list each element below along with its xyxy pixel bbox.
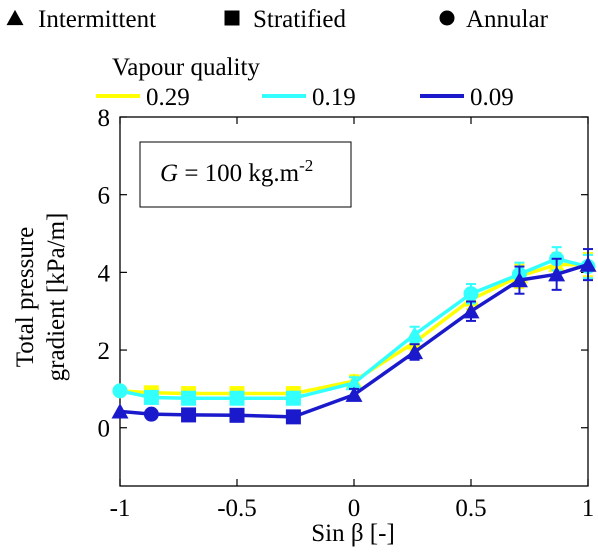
series-legend-item: 0.09 [420,84,514,111]
legend-marker-label: Annular [466,6,549,33]
series-legend-item: 0.19 [262,84,356,111]
y-axis-label-line2: gradient [kPa/m] [43,213,70,382]
circle-icon [439,10,455,26]
data-point [111,403,129,419]
marker-legend: Intermittent Stratified Annular [6,6,549,33]
legend-marker-stratified: Stratified [224,6,347,33]
series-legend: Vapour quality 0.29 0.19 0.09 [96,54,514,111]
data-point [285,409,301,425]
x-tick-label: 0 [348,495,361,522]
y-tick-label: 0 [98,416,111,443]
series-layer [111,246,597,425]
annotation-box: G = 100 kg.m-2 [139,141,352,208]
series-legend-title: Vapour quality [112,54,260,81]
annotation-border [139,141,352,208]
annotation-prefix: G [160,160,178,187]
x-tick-label: -0.5 [217,495,257,522]
y-axis-label-line1: Total pressure [12,227,39,368]
data-point [406,326,424,342]
data-point [462,303,480,319]
legend-marker-label: Stratified [253,6,347,33]
data-point [112,383,128,399]
data-point [345,374,363,391]
series-legend-label: 0.19 [312,84,356,111]
data-point [285,390,301,406]
triangle-icon [6,9,24,26]
annotation-value: = 100 kg.m [178,160,300,187]
data-point [406,343,424,360]
data-point [579,256,597,272]
data-point [548,266,566,282]
axis-ticks: -1 -0.5 0 0.5 1 0 2 4 6 8 [98,105,595,522]
legend-marker-label: Intermittent [38,6,156,33]
legend-marker-intermittent: Intermittent [6,6,156,33]
annotation-superscript: -2 [299,156,313,175]
data-point [229,407,245,423]
y-tick-label: 6 [98,183,111,210]
data-point [143,389,159,405]
data-point [345,386,363,402]
x-axis-label: Sin β [-] [311,520,395,547]
series-legend-label: 0.09 [470,84,514,111]
series-legend-item: 0.29 [96,84,190,111]
x-tick-label: 0.5 [455,495,486,522]
data-point [181,407,197,423]
series-0.09 [111,248,597,425]
data-point [510,272,528,288]
data-point [463,286,479,302]
data-point [181,390,197,406]
data-point [143,406,159,422]
x-tick-label: -1 [110,495,131,522]
series-0.19 [112,246,596,406]
y-tick-label: 2 [98,338,111,365]
y-tick-label: 8 [98,105,111,132]
annotation-text: G = 100 kg.m-2 [160,156,313,187]
legend-marker-annular: Annular [439,6,549,33]
square-icon [224,10,240,26]
y-tick-label: 4 [98,260,111,287]
series-legend-label: 0.29 [146,84,190,111]
data-point [229,390,245,406]
x-tick-label: 1 [582,495,595,522]
